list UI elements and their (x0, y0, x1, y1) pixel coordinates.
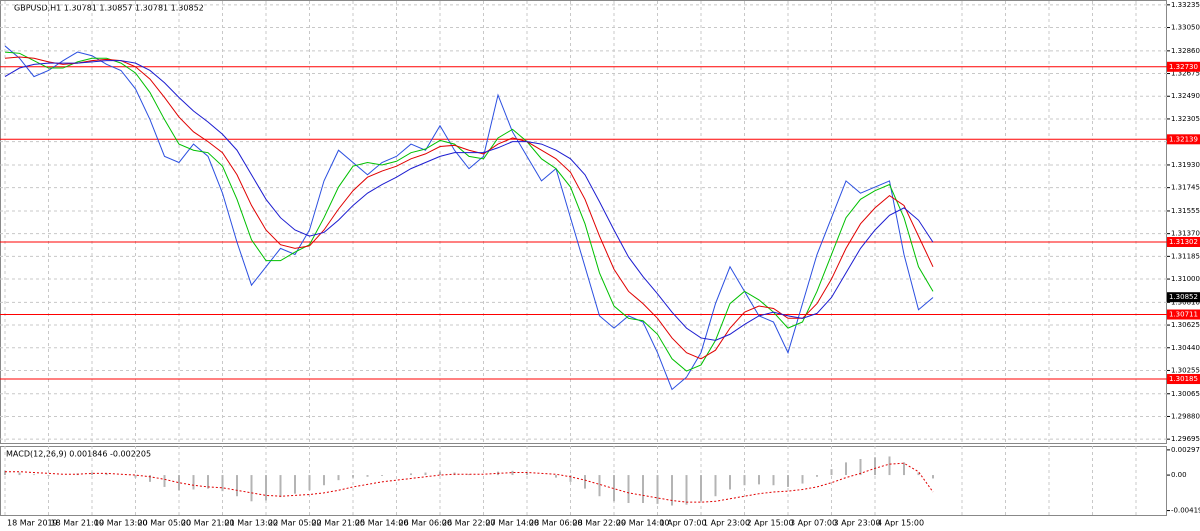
macd-frame (0, 446, 1167, 516)
y-tick-label: 1.32675 (1171, 70, 1200, 78)
x-tick-label: 22 Mar 05:00 (268, 519, 321, 528)
x-tick-label: 26 Mar 22:00 (442, 519, 495, 528)
x-tick-label: 28 Mar 06:00 (529, 519, 582, 528)
y-tick-label: 0.002978 (1171, 446, 1200, 454)
x-tick-label: 27 Mar 14:00 (486, 519, 539, 528)
y-tick-label: -0.004195 (1171, 507, 1200, 515)
price-line (4, 60, 934, 341)
x-tick-label: 20 Mar 05:00 (138, 519, 191, 528)
x-tick-label: 1 Apr 23:00 (703, 519, 750, 528)
level-label: 1.30711 (1169, 311, 1198, 319)
level-label: 1.32730 (1169, 63, 1198, 71)
x-tick-label: 22 Mar 21:00 (312, 519, 365, 528)
level-tag (1167, 236, 1200, 247)
y-tick-label: 1.32490 (1171, 92, 1200, 100)
x-tick-label: 26 Mar 06:00 (399, 519, 452, 528)
y-tick-label: 1.31185 (1171, 252, 1200, 260)
y-tick-label: 1.30065 (1171, 390, 1200, 398)
level-tag (1167, 61, 1200, 72)
x-tick-label: 18 Mar 2019 (7, 519, 58, 528)
y-tick-label: 1.32860 (1171, 47, 1200, 55)
y-tick-label: 1.31930 (1171, 161, 1200, 169)
y-tick-label: 1.29880 (1171, 412, 1200, 420)
y-tick-label: 1.33050 (1171, 24, 1200, 32)
price-line (4, 56, 934, 360)
y-tick-label: 1.30625 (1171, 321, 1200, 329)
y-tick-label: 1.30810 (1171, 298, 1200, 306)
x-tick-label: 4 Apr 15:00 (877, 519, 924, 528)
x-tick-label: 3 Apr 23:00 (834, 519, 881, 528)
price-tag (1167, 292, 1200, 303)
x-tick-label: 2 Apr 15:00 (747, 519, 794, 528)
y-tick-label: 1.32305 (1171, 115, 1200, 123)
x-tick-label: 20 Mar 21:00 (181, 519, 234, 528)
x-tick-label: 1 Apr 07:00 (660, 519, 707, 528)
y-tick-label: 1.31000 (1171, 275, 1200, 283)
y-tick-label: 1.30255 (1171, 366, 1200, 374)
main-frame (0, 0, 1167, 444)
y-tick-label: 0.00 (1171, 471, 1187, 479)
y-tick-label: 1.31555 (1171, 207, 1200, 215)
x-tick-label: 29 Mar 14:00 (616, 519, 669, 528)
x-tick-label: 21 Mar 13:00 (225, 519, 278, 528)
macd-title: MACD(12,26,9) 0.001846 -0.002205 (6, 450, 151, 459)
y-tick-label: 1.33235 (1171, 1, 1200, 9)
level-label: 1.32139 (1169, 135, 1198, 143)
y-tick-label: 1.31370 (1171, 230, 1200, 238)
level-tag (1167, 134, 1200, 145)
x-tick-label: 18 Mar 21:00 (51, 519, 104, 528)
x-tick-label: 28 Mar 22:00 (573, 519, 626, 528)
y-tick-label: 1.31745 (1171, 184, 1200, 192)
price-line (4, 51, 934, 372)
x-tick-label: 3 Apr 07:00 (790, 519, 837, 528)
x-tick-label: 25 Mar 14:00 (355, 519, 408, 528)
signal-line (5, 462, 934, 503)
price-label: 1.30852 (1169, 293, 1198, 301)
chart-title: GBPUSD,H1 1.30781 1.30857 1.30781 1.3085… (14, 4, 204, 13)
level-label: 1.31302 (1169, 238, 1198, 246)
level-tag (1167, 374, 1200, 385)
price-line (4, 45, 934, 391)
y-tick-label: 1.29695 (1171, 435, 1200, 443)
level-label: 1.30185 (1169, 375, 1198, 383)
level-tag (1167, 309, 1200, 320)
x-tick-label: 19 Mar 13:00 (94, 519, 147, 528)
y-tick-label: 1.30440 (1171, 344, 1200, 352)
